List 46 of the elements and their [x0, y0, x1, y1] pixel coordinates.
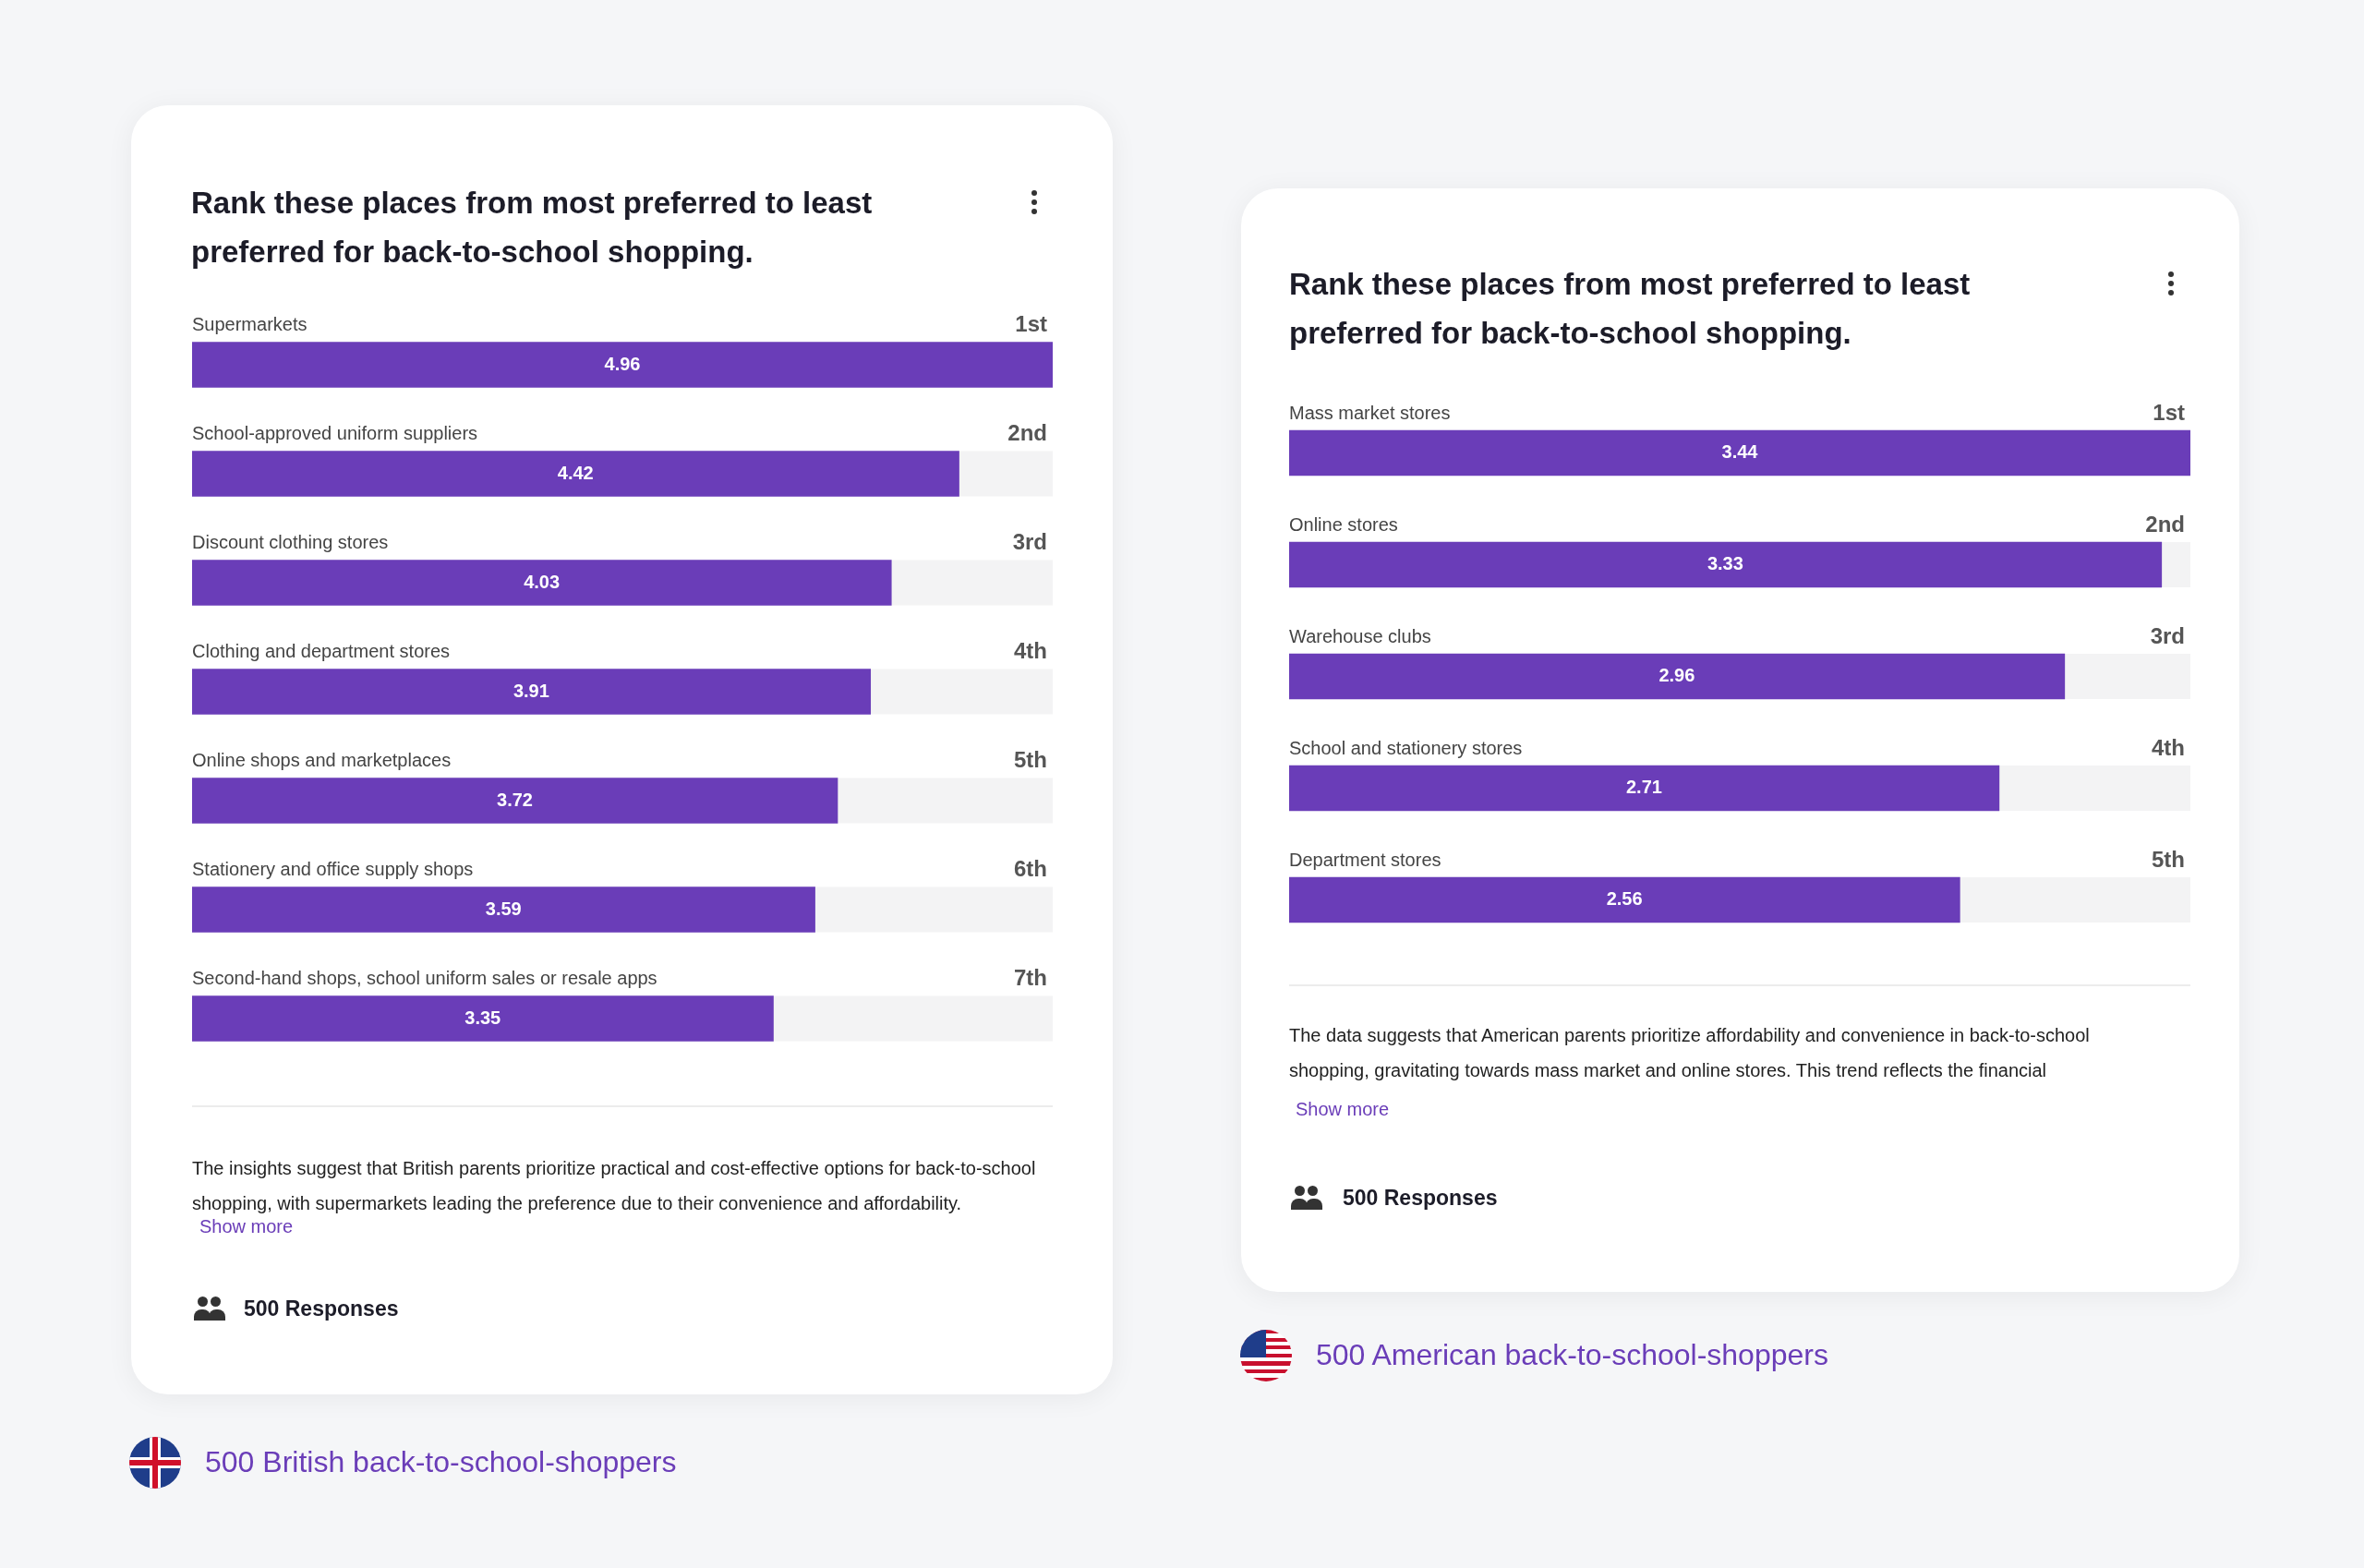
annotation: 5th [2152, 846, 2185, 872]
data-label: 3.91 [513, 680, 549, 701]
annotation: 6th [1014, 856, 1047, 882]
annotation: 5th [1014, 747, 1047, 773]
text: Show more [1296, 1099, 1390, 1120]
annotation: 1st [1015, 311, 1048, 337]
data-label: 3.72 [497, 789, 533, 810]
annotation: 3rd [2150, 622, 2185, 648]
annotation: 3rd [1012, 529, 1047, 555]
data-label: 3.44 [1721, 441, 1759, 463]
y-tick-label: Mass market stores [1289, 402, 1451, 423]
data-label: 3.35 [464, 1007, 501, 1028]
chart-title: Rank these places from most preferred to least preferred for back-to-school shopping. [191, 185, 874, 271]
text: The data suggests that American parents prioritize affordability and convenience in back-to-school shopping, gravitating towards mass market and online stores. This trend reflects the financial [1289, 1024, 2091, 1082]
data-label: 3.33 [1707, 553, 1743, 574]
annotation: 2nd [1007, 420, 1047, 446]
annotation: 2nd [2145, 511, 2185, 537]
y-tick-label: School-approved uniform suppliers [192, 423, 478, 444]
y-tick-label: Clothing and department stores [192, 641, 451, 662]
text: 500 British back-to-school-shoppers [205, 1445, 677, 1479]
y-tick-label: School and stationery stores [1289, 737, 1523, 758]
text: 500 Responses [1343, 1186, 1498, 1211]
y-tick-label: Online shops and marketplaces [192, 750, 452, 771]
data-label: 2.71 [1625, 777, 1662, 798]
text: Show more [199, 1216, 294, 1237]
annotation: 4th [1014, 638, 1047, 664]
y-tick-label: Second-hand shops, school uniform sales or resale apps [192, 968, 657, 989]
text: 500 Responses [244, 1297, 399, 1321]
y-tick-label: Stationery and office supply shops [192, 859, 474, 880]
data-label: 4.96 [604, 353, 641, 374]
data-label: 4.42 [557, 462, 594, 483]
y-tick-label: Warehouse clubs [1289, 625, 1431, 646]
annotation: 7th [1014, 965, 1047, 991]
data-label: 2.96 [1658, 665, 1695, 686]
text: The insights suggest that British parents prioritize practical and cost-effective options for back-to-school shopping, with supermarkets leading the preference due to their convenience and affordability. [192, 1158, 1036, 1213]
y-tick-label: Supermarkets [192, 314, 308, 335]
data-label: 2.56 [1606, 888, 1643, 910]
chart-title: Rank these places from most preferred to least preferred for back-to-school shopping. [1289, 266, 1972, 352]
data-label: 4.03 [524, 571, 561, 592]
y-tick-label: Online stores [1289, 513, 1398, 535]
annotation: 4th [2152, 734, 2185, 760]
y-tick-label: Department stores [1289, 849, 1441, 870]
y-tick-label: Discount clothing stores [192, 532, 389, 553]
text: 500 American back-to-school-shoppers [1316, 1338, 1828, 1372]
annotation: 1st [2153, 399, 2186, 425]
data-label: 3.59 [485, 898, 522, 919]
